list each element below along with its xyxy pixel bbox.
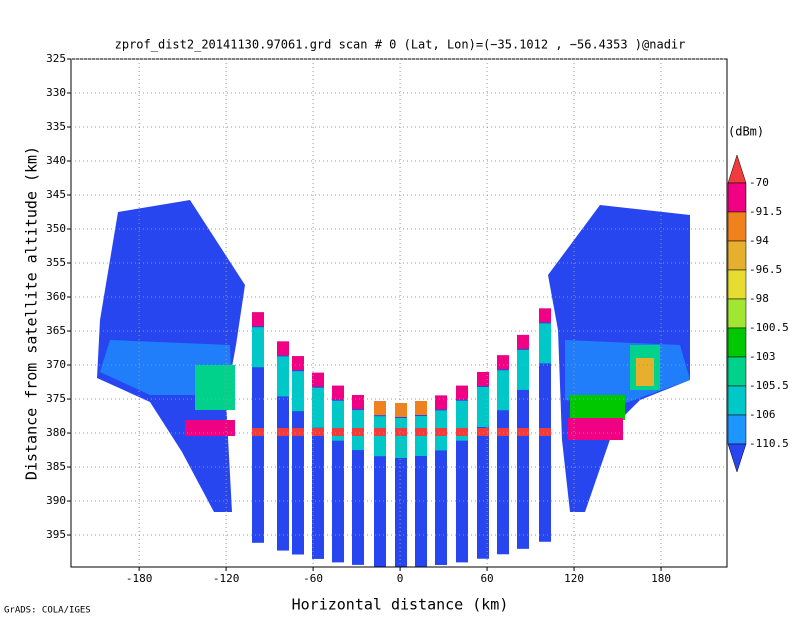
echo bbox=[415, 416, 427, 457]
y-tick-label: 370 bbox=[46, 358, 66, 371]
x-tick-label: -60 bbox=[303, 572, 323, 585]
x-axis-label: Horizontal distance (km) bbox=[292, 596, 509, 614]
echo bbox=[195, 365, 235, 410]
echo bbox=[517, 428, 529, 436]
echo bbox=[456, 385, 468, 400]
y-tick-label: 365 bbox=[46, 324, 66, 337]
echo bbox=[374, 428, 386, 436]
y-tick-label: 340 bbox=[46, 154, 66, 167]
footer: GrADS: COLA/IGES bbox=[4, 606, 91, 616]
echo bbox=[539, 308, 551, 542]
echo bbox=[332, 385, 344, 400]
echo bbox=[292, 371, 304, 412]
echo bbox=[517, 349, 529, 390]
x-tick-label: 0 bbox=[397, 572, 404, 585]
y-tick-label: 325 bbox=[46, 52, 66, 65]
colorbar-label: -91.5 bbox=[749, 205, 782, 218]
x-tick-label: 60 bbox=[480, 572, 493, 585]
y-axis-label: Distance from satellite altitude (km) bbox=[23, 146, 41, 480]
echo bbox=[312, 428, 324, 436]
colorbar-label: -94 bbox=[749, 234, 769, 247]
echo bbox=[395, 417, 407, 458]
colorbar-segment bbox=[727, 154, 747, 184]
echo bbox=[497, 428, 509, 436]
echo bbox=[456, 428, 468, 436]
y-tick-label: 345 bbox=[46, 188, 66, 201]
echo bbox=[252, 428, 264, 436]
echo bbox=[539, 308, 551, 323]
colorbar-label: -103 bbox=[749, 350, 776, 363]
echo bbox=[252, 327, 264, 368]
colorbar-segment bbox=[727, 269, 747, 300]
echo bbox=[636, 358, 654, 386]
colorbar-label: -70 bbox=[749, 176, 769, 189]
chart-title: zprof_dist2_20141130.97061.grd scan # 0 … bbox=[115, 38, 686, 52]
echo bbox=[252, 312, 264, 543]
echo bbox=[477, 386, 489, 427]
colorbar-segment bbox=[727, 443, 747, 473]
echo bbox=[435, 395, 447, 410]
colorbar-segment bbox=[727, 211, 747, 242]
echo bbox=[277, 341, 289, 356]
y-tick-label: 385 bbox=[46, 460, 66, 473]
echo bbox=[497, 370, 509, 411]
echo bbox=[374, 401, 386, 416]
colorbar-label: -100.5 bbox=[749, 321, 789, 334]
colorbar-segment bbox=[727, 182, 747, 213]
echo bbox=[292, 356, 304, 371]
colorbar-label: -96.5 bbox=[749, 263, 782, 276]
colorbar-segment bbox=[727, 414, 747, 445]
x-tick-label: -180 bbox=[126, 572, 153, 585]
colorbar-segment bbox=[727, 385, 747, 416]
colorbar-segment bbox=[727, 356, 747, 387]
echo bbox=[477, 428, 489, 436]
field bbox=[97, 200, 690, 567]
colorbar-label: -110.5 bbox=[749, 437, 789, 450]
echo bbox=[352, 428, 364, 436]
echo bbox=[185, 420, 235, 436]
echo bbox=[539, 323, 551, 364]
echo bbox=[395, 402, 407, 417]
echo bbox=[477, 371, 489, 386]
echo bbox=[332, 428, 344, 436]
echo bbox=[435, 428, 447, 436]
echo bbox=[374, 416, 386, 457]
echo bbox=[415, 428, 427, 436]
y-tick-label: 380 bbox=[46, 426, 66, 439]
y-tick-label: 330 bbox=[46, 86, 66, 99]
echo bbox=[312, 372, 324, 387]
echo bbox=[539, 428, 551, 436]
echo bbox=[277, 356, 289, 397]
y-tick-label: 335 bbox=[46, 120, 66, 133]
x-tick-label: 180 bbox=[651, 572, 671, 585]
y-tick-label: 355 bbox=[46, 256, 66, 269]
echo bbox=[568, 418, 623, 440]
echo bbox=[570, 395, 625, 420]
x-tick-label: -120 bbox=[213, 572, 240, 585]
y-tick-label: 350 bbox=[46, 222, 66, 235]
colorbar-segment bbox=[727, 240, 747, 271]
y-tick-label: 390 bbox=[46, 494, 66, 507]
echo bbox=[415, 401, 427, 416]
echo bbox=[395, 428, 407, 436]
x-tick-label: 120 bbox=[564, 572, 584, 585]
echo bbox=[312, 387, 324, 428]
y-tick-label: 375 bbox=[46, 392, 66, 405]
echo bbox=[292, 428, 304, 436]
colorbar-unit: (dBm) bbox=[728, 125, 764, 139]
colorbar-label: -105.5 bbox=[749, 379, 789, 392]
echo bbox=[277, 428, 289, 436]
y-tick-label: 360 bbox=[46, 290, 66, 303]
y-tick-label: 395 bbox=[46, 528, 66, 541]
echo bbox=[252, 312, 264, 327]
colorbar-label: -106 bbox=[749, 408, 776, 421]
echo bbox=[352, 395, 364, 410]
echo bbox=[517, 334, 529, 349]
echo bbox=[497, 355, 509, 370]
colorbar-label: -98 bbox=[749, 292, 769, 305]
colorbar-segment bbox=[727, 327, 747, 358]
colorbar-segment bbox=[727, 298, 747, 329]
